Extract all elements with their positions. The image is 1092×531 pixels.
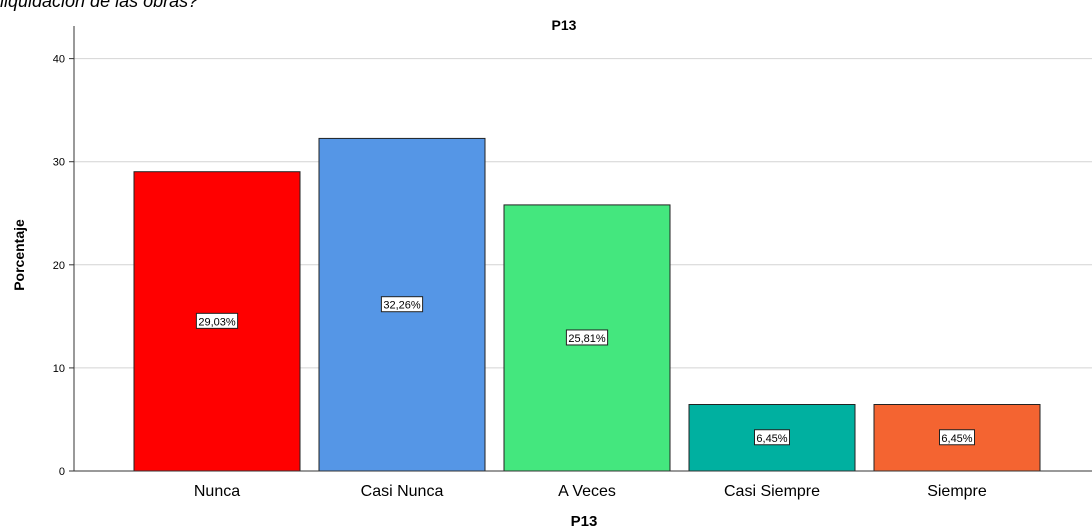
question-caption: liquidación de las obras?	[0, 0, 199, 11]
data-label-a-veces: 25,81%	[568, 333, 606, 345]
data-label-casi-siempre: 6,45%	[756, 433, 787, 445]
x-tick-label-nunca: Nunca	[194, 483, 240, 500]
y-axis-ticks: 0 10 20 30 40	[53, 54, 74, 478]
x-tick-label-casi-nunca: Casi Nunca	[361, 483, 444, 500]
y-tick-label-10: 10	[53, 363, 65, 375]
y-axis-label: Porcentaje	[11, 219, 27, 291]
x-tick-label-casi-siempre: Casi Siempre	[724, 483, 820, 500]
data-label-box-siempre	[939, 429, 975, 446]
data-labels: 29,03% 32,26% 25,81% 6,45% 6,45%	[195, 296, 975, 446]
y-tick-label-30: 30	[53, 157, 65, 169]
x-tick-label-a-veces: A Veces	[558, 483, 616, 500]
data-label-nunca: 29,03%	[198, 316, 236, 328]
data-label-box-casi-nunca	[380, 296, 424, 313]
data-label-casi-nunca: 32,26%	[383, 300, 421, 312]
y-tick-label-0: 0	[59, 466, 65, 478]
y-tick-label-20: 20	[53, 260, 65, 272]
data-label-box-casi-siempre	[754, 429, 790, 446]
data-label-box-nunca	[195, 312, 239, 329]
x-axis-label: P13	[571, 513, 598, 530]
data-label-box-a-veces	[565, 329, 609, 346]
chart-title: P13	[552, 17, 577, 33]
x-tick-label-siempre: Siempre	[927, 483, 987, 500]
x-axis-ticks: Nunca Casi Nunca A Veces Casi Siempre Siempr…	[194, 483, 987, 500]
data-label-siempre: 6,45%	[941, 433, 972, 445]
y-tick-label-40: 40	[53, 54, 65, 66]
bars	[133, 137, 1041, 472]
